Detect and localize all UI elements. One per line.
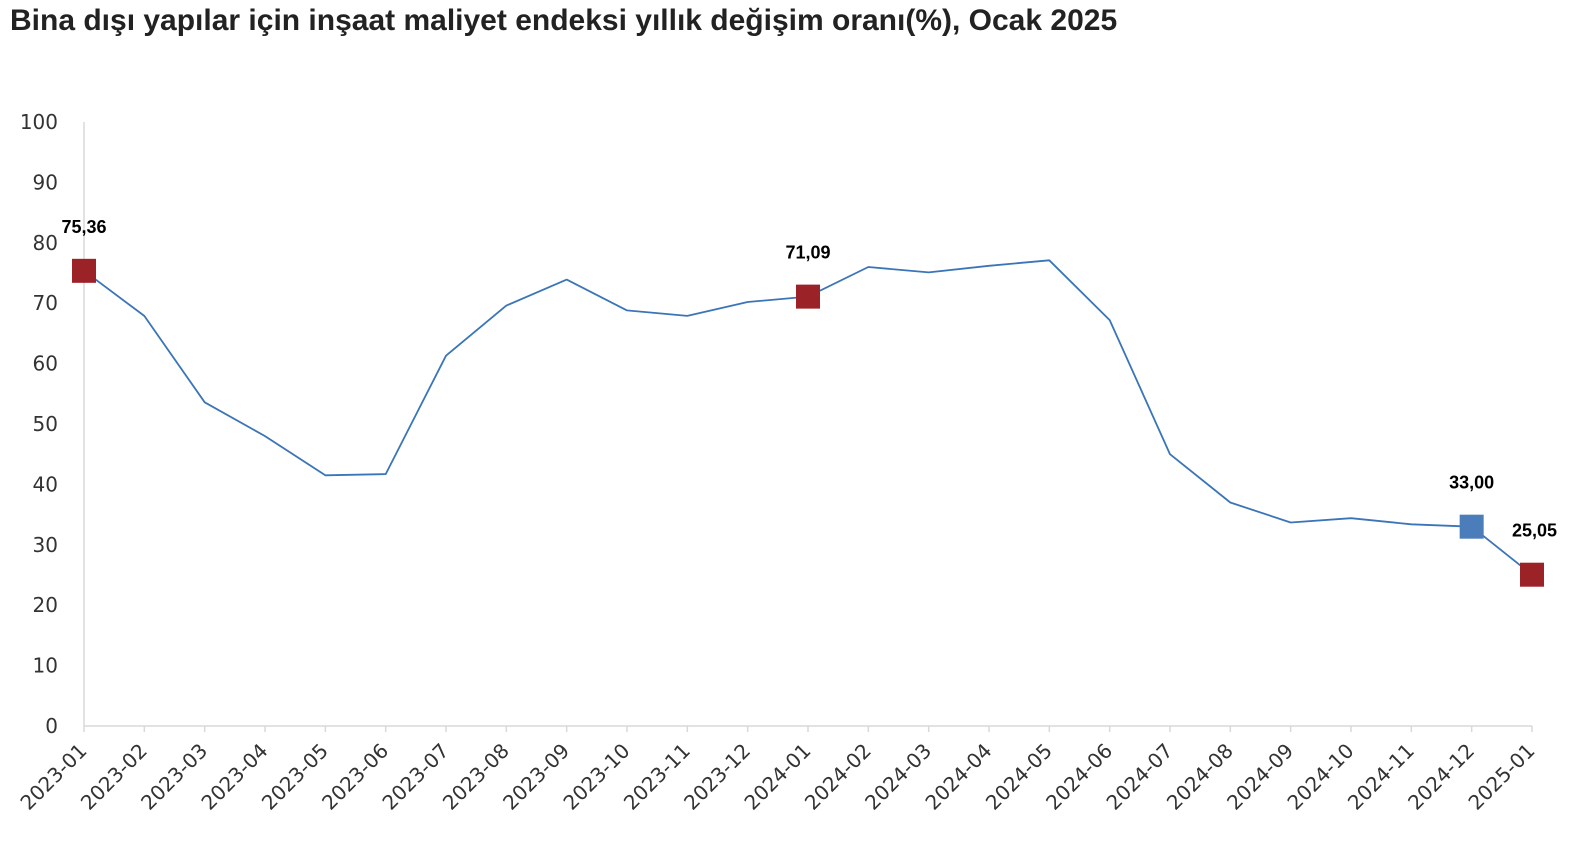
data-label: 71,09 <box>785 243 830 263</box>
y-tick-label: 90 <box>33 170 58 194</box>
y-tick-label: 10 <box>33 654 58 678</box>
y-tick-label: 20 <box>33 593 58 617</box>
y-tick-label: 80 <box>33 231 58 255</box>
data-point-marker <box>1459 514 1484 539</box>
x-tick-label: 2025-01 <box>1463 739 1539 815</box>
data-point-marker <box>796 284 820 309</box>
data-label: 25,05 <box>1512 521 1557 541</box>
y-tick-label: 100 <box>20 110 58 134</box>
y-tick-label: 50 <box>33 412 58 436</box>
y-tick-label: 30 <box>33 533 58 557</box>
y-tick-label: 60 <box>33 352 58 376</box>
y-tick-label: 0 <box>45 714 58 738</box>
y-tick-label: 40 <box>33 472 58 496</box>
y-tick-label: 70 <box>33 291 58 315</box>
data-point-marker <box>1520 562 1544 587</box>
data-label: 75,36 <box>61 217 106 237</box>
data-point-marker <box>72 258 96 283</box>
chart-title: Bina dışı yapılar için inşaat maliyet en… <box>10 4 1118 37</box>
data-label: 33,00 <box>1449 473 1494 493</box>
